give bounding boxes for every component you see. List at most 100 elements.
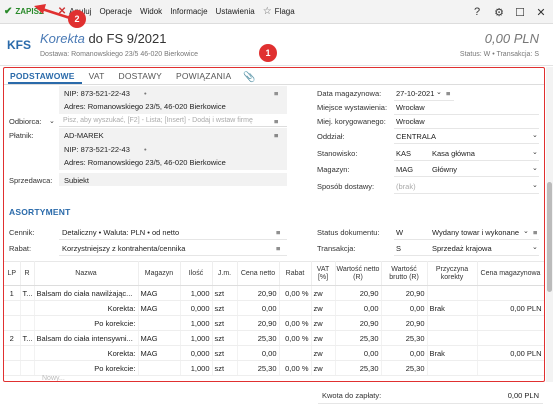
miejsce-input[interactable]: Wrocław: [396, 103, 425, 112]
column-header[interactable]: Magazyn: [138, 261, 181, 286]
table-cell[interactable]: 0,00 PLN: [477, 300, 544, 316]
table-cell[interactable]: 25,30: [335, 360, 382, 376]
menu-lines-icon[interactable]: ≡: [274, 117, 279, 126]
magazyn-code[interactable]: MAG: [396, 165, 414, 174]
table-cell[interactable]: Balsam do ciała nawilżając...: [34, 285, 139, 301]
table-cell[interactable]: Korekta:: [34, 345, 139, 361]
miej-kor-input[interactable]: Wrocław: [396, 117, 425, 126]
table-cell[interactable]: 0,00: [381, 300, 428, 316]
menu-lines-icon[interactable]: ≡: [276, 228, 281, 237]
table-cell[interactable]: zw: [311, 285, 336, 301]
column-header[interactable]: Cena magazynowa: [477, 261, 544, 286]
chevron-down-icon[interactable]: ⌄: [532, 132, 538, 139]
table-cell[interactable]: zw: [311, 345, 336, 361]
table-cell[interactable]: [427, 330, 478, 346]
table-cell[interactable]: Po korekcie:: [34, 360, 139, 376]
maximize-icon[interactable]: ☐: [515, 6, 525, 19]
table-cell[interactable]: 20,90: [237, 285, 280, 301]
table-cell[interactable]: [427, 315, 478, 331]
table-cell[interactable]: 1,000: [180, 360, 213, 376]
table-cell[interactable]: szt: [212, 315, 238, 331]
menu-lines-icon[interactable]: ≡: [274, 89, 279, 98]
table-cell[interactable]: 25,30: [237, 330, 280, 346]
table-cell[interactable]: 25,30: [381, 360, 428, 376]
table-cell[interactable]: 0,00: [237, 345, 280, 361]
table-cell[interactable]: MAG: [138, 330, 181, 346]
table-cell[interactable]: szt: [212, 330, 238, 346]
menu-operations[interactable]: Operacje: [99, 7, 132, 16]
table-cell[interactable]: T...: [20, 285, 35, 301]
table-cell[interactable]: [138, 315, 181, 331]
tab-basic[interactable]: PODSTAWOWE: [8, 70, 82, 84]
odbiorca-input[interactable]: Pisz, aby wyszukać, [F2] - Lista; [Inser…: [59, 115, 287, 127]
chevron-down-icon[interactable]: ⌄: [49, 118, 55, 125]
table-row[interactable]: 2 T... Balsam do ciała intensywni... MAG 1,0…: [4, 330, 544, 346]
table-cell[interactable]: 20,90: [335, 315, 382, 331]
table-cell[interactable]: 0,000: [180, 300, 213, 316]
table-cell[interactable]: 1,000: [180, 285, 213, 301]
table-cell[interactable]: [427, 285, 478, 301]
table-cell[interactable]: T...: [20, 330, 35, 346]
table-cell[interactable]: [477, 360, 544, 376]
help-icon[interactable]: ?: [473, 6, 481, 18]
attachment-icon[interactable]: 📎: [243, 72, 256, 83]
menu-lines-icon[interactable]: ≡: [276, 244, 281, 253]
table-cell[interactable]: zw: [311, 315, 336, 331]
column-header[interactable]: Wartość brutto (R): [381, 261, 428, 286]
table-row[interactable]: Korekta: MAG 0,000 szt 0,00 zw 0,00 0,00 Brak 0,0…: [4, 345, 544, 361]
tab-vat[interactable]: VAT: [88, 71, 105, 81]
table-cell[interactable]: zw: [311, 330, 336, 346]
table-cell[interactable]: 0,00: [237, 300, 280, 316]
table-cell[interactable]: Balsam do ciała intensywni...: [34, 330, 139, 346]
table-cell[interactable]: 0,00: [335, 300, 382, 316]
table-cell[interactable]: [4, 345, 21, 361]
menu-info[interactable]: Informacje: [170, 7, 208, 16]
table-cell[interactable]: zw: [311, 360, 336, 376]
table-cell[interactable]: 1: [4, 285, 21, 301]
column-header[interactable]: R: [20, 261, 35, 286]
column-header[interactable]: Ilość: [180, 261, 213, 286]
table-row[interactable]: Po korekcie: 1,000 szt 25,30 0,00 % zw 25,30 25…: [4, 360, 544, 376]
table-cell[interactable]: [477, 330, 544, 346]
chevron-down-icon[interactable]: ⌄: [532, 182, 538, 189]
table-cell[interactable]: MAG: [138, 300, 181, 316]
column-header[interactable]: Nazwa: [34, 261, 139, 286]
table-cell[interactable]: 20,90: [237, 315, 280, 331]
column-header[interactable]: Wartość netto (R): [335, 261, 382, 286]
chevron-down-icon[interactable]: ⌄: [523, 228, 529, 235]
column-header[interactable]: VAT [%]: [311, 261, 336, 286]
transakcja-code[interactable]: S: [396, 244, 402, 253]
gear-icon[interactable]: ⚙: [494, 6, 504, 19]
oddzial-select[interactable]: CENTRALA: [396, 132, 437, 141]
table-cell[interactable]: [20, 345, 35, 361]
cennik-value[interactable]: Detaliczny • Waluta: PLN • od netto: [62, 228, 180, 237]
calendar-lines-icon[interactable]: ≡: [446, 89, 451, 98]
menu-settings[interactable]: Ustawienia: [215, 7, 255, 16]
table-cell[interactable]: Po korekcie:: [34, 315, 139, 331]
table-cell[interactable]: [4, 315, 21, 331]
menu-view[interactable]: Widok: [139, 7, 163, 16]
table-cell[interactable]: 0,00 %: [279, 330, 312, 346]
column-header[interactable]: Cena netto: [237, 261, 280, 286]
save-button[interactable]: ✔ ZAPISZ: [0, 0, 48, 24]
table-row[interactable]: 1 T... Balsam do ciała nawilżając... MAG 1,0…: [4, 285, 544, 301]
table-cell[interactable]: 0,000: [180, 345, 213, 361]
magazyn-select[interactable]: Główny: [432, 165, 458, 174]
table-cell[interactable]: 25,30: [237, 360, 280, 376]
status-dok-code[interactable]: W: [396, 228, 404, 237]
table-cell[interactable]: [477, 315, 544, 331]
chevron-down-icon[interactable]: ⌄: [532, 244, 538, 251]
stanowisko-select[interactable]: Kasa główna: [432, 149, 475, 158]
vertical-scrollbar[interactable]: [546, 67, 553, 382]
table-cell[interactable]: [279, 345, 312, 361]
table-cell[interactable]: szt: [212, 300, 238, 316]
column-header[interactable]: Rabat: [279, 261, 312, 286]
table-cell[interactable]: [4, 360, 21, 376]
table-cell[interactable]: 0,00: [335, 345, 382, 361]
table-cell[interactable]: zw: [311, 300, 336, 316]
table-cell[interactable]: [427, 360, 478, 376]
table-cell[interactable]: 0,00: [381, 345, 428, 361]
table-cell[interactable]: 2: [4, 330, 21, 346]
seller-value[interactable]: Subiekt: [64, 176, 90, 185]
table-cell[interactable]: 0,00 %: [279, 360, 312, 376]
